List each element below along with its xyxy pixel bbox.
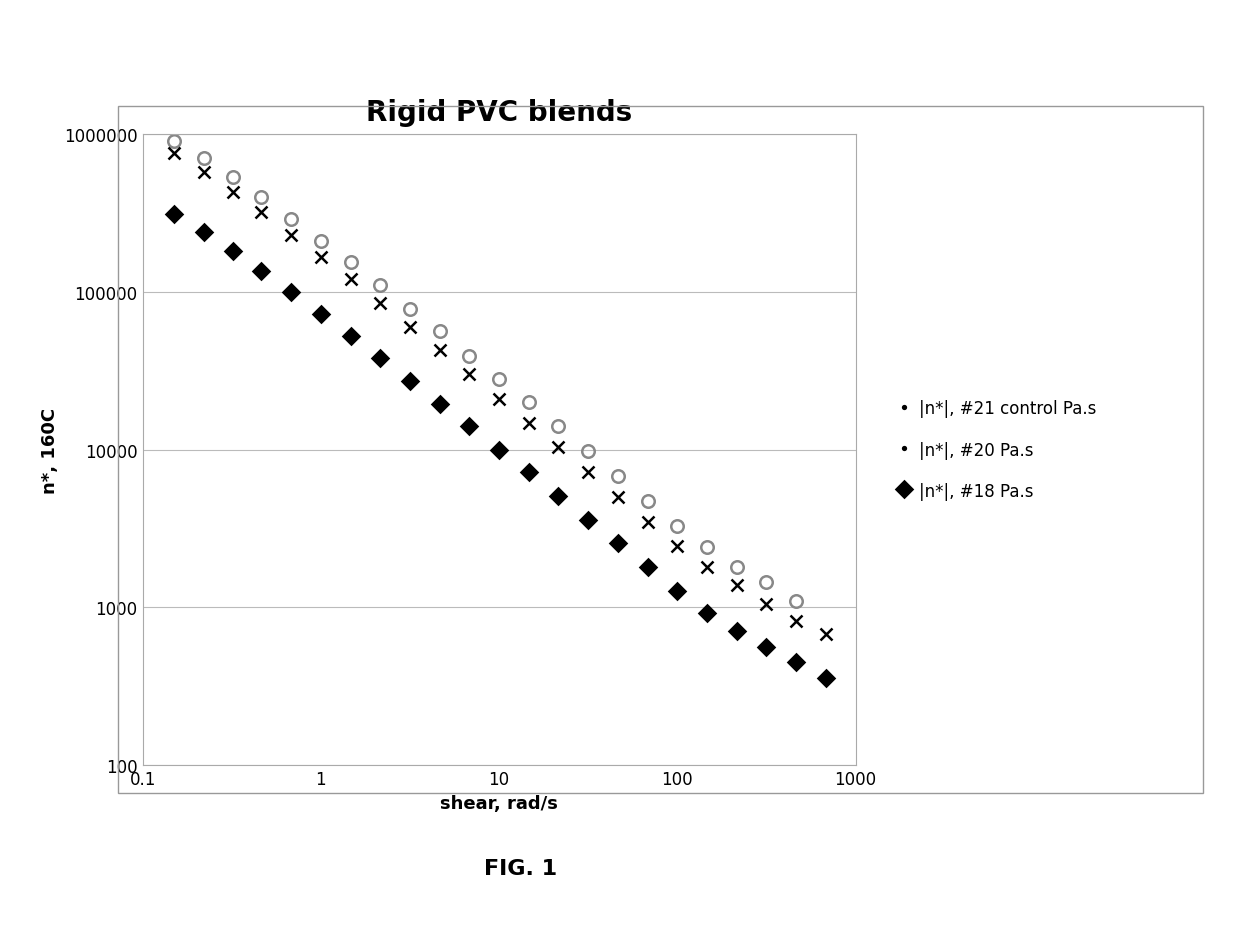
|n*|, #21 control Pa.s — [166, 136, 181, 148]
|n*|, #20 Pa.s — [640, 517, 655, 528]
Line: |n*|, #18 Pa.s: |n*|, #18 Pa.s — [169, 209, 831, 683]
|n*|, #20 Pa.s — [463, 369, 477, 380]
|n*|, #21 control Pa.s — [699, 542, 714, 553]
|n*|, #20 Pa.s — [314, 252, 329, 264]
|n*|, #20 Pa.s — [166, 148, 181, 160]
|n*|, #21 control Pa.s — [640, 496, 655, 508]
|n*|, #21 control Pa.s — [373, 280, 388, 291]
|n*|, #20 Pa.s — [818, 628, 833, 639]
|n*|, #21 control Pa.s — [196, 153, 211, 164]
|n*|, #18 Pa.s — [491, 445, 506, 456]
|n*|, #18 Pa.s — [166, 209, 181, 220]
Y-axis label: n*, 160C: n*, 160C — [41, 407, 58, 493]
Text: FIG. 1: FIG. 1 — [485, 857, 557, 878]
|n*|, #18 Pa.s — [343, 331, 358, 342]
|n*|, #18 Pa.s — [640, 562, 655, 574]
|n*|, #21 control Pa.s — [226, 173, 241, 184]
|n*|, #18 Pa.s — [226, 247, 241, 258]
|n*|, #21 control Pa.s — [580, 445, 595, 457]
|n*|, #20 Pa.s — [491, 393, 506, 405]
|n*|, #21 control Pa.s — [463, 352, 477, 363]
|n*|, #18 Pa.s — [670, 586, 684, 597]
|n*|, #18 Pa.s — [463, 421, 477, 432]
|n*|, #20 Pa.s — [343, 275, 358, 286]
|n*|, #20 Pa.s — [403, 322, 418, 333]
|n*|, #18 Pa.s — [373, 353, 388, 364]
|n*|, #21 control Pa.s — [759, 577, 774, 588]
|n*|, #18 Pa.s — [580, 514, 595, 525]
|n*|, #18 Pa.s — [403, 377, 418, 388]
|n*|, #18 Pa.s — [522, 467, 537, 478]
|n*|, #21 control Pa.s — [491, 374, 506, 385]
|n*|, #18 Pa.s — [789, 657, 804, 668]
|n*|, #21 control Pa.s — [433, 327, 448, 338]
|n*|, #18 Pa.s — [729, 625, 744, 637]
|n*|, #20 Pa.s — [789, 616, 804, 627]
|n*|, #20 Pa.s — [580, 467, 595, 478]
|n*|, #21 control Pa.s — [551, 421, 565, 432]
|n*|, #20 Pa.s — [253, 207, 268, 218]
|n*|, #18 Pa.s — [433, 399, 448, 410]
|n*|, #21 control Pa.s — [253, 192, 268, 203]
|n*|, #20 Pa.s — [699, 562, 714, 574]
|n*|, #18 Pa.s — [610, 538, 625, 549]
|n*|, #18 Pa.s — [759, 642, 774, 653]
Line: |n*|, #20 Pa.s: |n*|, #20 Pa.s — [167, 148, 832, 640]
|n*|, #20 Pa.s — [284, 230, 299, 241]
|n*|, #21 control Pa.s — [403, 303, 418, 315]
Legend: |n*|, #21 control Pa.s, |n*|, #20 Pa.s, |n*|, #18 Pa.s: |n*|, #21 control Pa.s, |n*|, #20 Pa.s, … — [893, 394, 1101, 506]
|n*|, #20 Pa.s — [522, 418, 537, 429]
|n*|, #18 Pa.s — [818, 672, 833, 683]
|n*|, #18 Pa.s — [196, 226, 211, 238]
|n*|, #20 Pa.s — [373, 298, 388, 309]
|n*|, #18 Pa.s — [284, 288, 299, 299]
|n*|, #21 control Pa.s — [789, 596, 804, 607]
|n*|, #21 control Pa.s — [314, 236, 329, 247]
|n*|, #20 Pa.s — [610, 492, 625, 503]
|n*|, #20 Pa.s — [759, 599, 774, 610]
Title: Rigid PVC blends: Rigid PVC blends — [366, 98, 632, 127]
Line: |n*|, #21 control Pa.s: |n*|, #21 control Pa.s — [167, 135, 802, 608]
|n*|, #21 control Pa.s — [284, 213, 299, 225]
|n*|, #20 Pa.s — [729, 580, 744, 591]
|n*|, #18 Pa.s — [699, 608, 714, 619]
|n*|, #20 Pa.s — [196, 167, 211, 178]
|n*|, #20 Pa.s — [551, 442, 565, 453]
|n*|, #18 Pa.s — [253, 266, 268, 277]
X-axis label: shear, rad/s: shear, rad/s — [440, 794, 558, 812]
|n*|, #20 Pa.s — [433, 344, 448, 355]
|n*|, #21 control Pa.s — [343, 257, 358, 268]
|n*|, #18 Pa.s — [551, 491, 565, 502]
|n*|, #18 Pa.s — [314, 309, 329, 320]
|n*|, #20 Pa.s — [226, 187, 241, 198]
|n*|, #21 control Pa.s — [670, 521, 684, 532]
|n*|, #20 Pa.s — [670, 541, 684, 552]
|n*|, #21 control Pa.s — [522, 397, 537, 408]
|n*|, #21 control Pa.s — [729, 562, 744, 574]
|n*|, #21 control Pa.s — [610, 470, 625, 482]
